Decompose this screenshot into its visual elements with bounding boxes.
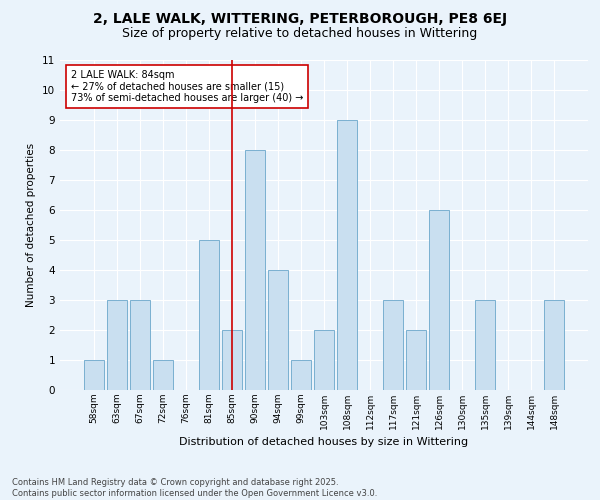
Text: Size of property relative to detached houses in Wittering: Size of property relative to detached ho… (122, 28, 478, 40)
Y-axis label: Number of detached properties: Number of detached properties (26, 143, 37, 307)
Bar (337, 120, 357, 390)
Bar (475, 300, 495, 390)
Bar (107, 300, 127, 390)
Bar (222, 330, 242, 390)
Bar (291, 360, 311, 390)
Text: 2, LALE WALK, WITTERING, PETERBOROUGH, PE8 6EJ: 2, LALE WALK, WITTERING, PETERBOROUGH, P… (93, 12, 507, 26)
Bar (130, 300, 149, 390)
Text: 2 LALE WALK: 84sqm
← 27% of detached houses are smaller (15)
73% of semi-detache: 2 LALE WALK: 84sqm ← 27% of detached hou… (71, 70, 303, 103)
Bar (383, 300, 403, 390)
Bar (199, 240, 218, 390)
X-axis label: Distribution of detached houses by size in Wittering: Distribution of detached houses by size … (179, 438, 469, 448)
Bar (430, 210, 449, 390)
Bar (84, 360, 104, 390)
Bar (153, 360, 173, 390)
Bar (544, 300, 564, 390)
Bar (406, 330, 426, 390)
Bar (314, 330, 334, 390)
Text: Contains HM Land Registry data © Crown copyright and database right 2025.
Contai: Contains HM Land Registry data © Crown c… (12, 478, 377, 498)
Bar (268, 270, 288, 390)
Bar (245, 150, 265, 390)
